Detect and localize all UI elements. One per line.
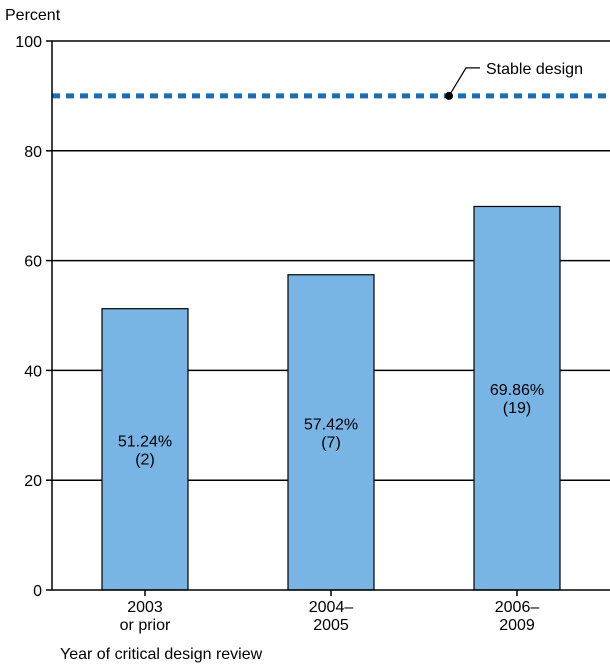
bar (473, 205, 561, 591)
y-axis-title: Percent (5, 7, 61, 24)
y-tick-label: 40 (24, 363, 42, 380)
bar-data-label: 51.24% (118, 433, 172, 450)
y-tick-label: 100 (15, 34, 42, 51)
y-tick-label: 20 (24, 473, 42, 490)
x-tick-label: 2006– (495, 599, 540, 616)
reference-line-label: Stable design (486, 61, 583, 78)
bars (101, 205, 561, 591)
bar-data-label: (2) (135, 451, 155, 468)
y-tick-label: 60 (24, 254, 42, 271)
labels: Percent Year of critical design review 0… (5, 7, 544, 663)
bar (101, 308, 189, 591)
bar-data-label: 69.86% (490, 382, 544, 399)
axes (46, 40, 610, 596)
bar-data-label: (7) (321, 434, 341, 451)
x-tick-label: 2003 (127, 599, 163, 616)
reference-line-group: Stable design (52, 61, 610, 100)
annotation-leader-line (448, 67, 480, 97)
x-tick-label: 2004– (309, 599, 354, 616)
bar-data-label: 57.42% (304, 416, 358, 433)
x-axis-title: Year of critical design review (60, 646, 263, 663)
x-tick-label: 2005 (313, 617, 349, 634)
bar-data-label: (19) (503, 400, 531, 417)
x-tick-label: or prior (120, 617, 171, 634)
y-tick-label: 80 (24, 144, 42, 161)
x-tick-label: 2009 (499, 617, 535, 634)
y-tick-label: 0 (33, 583, 42, 600)
